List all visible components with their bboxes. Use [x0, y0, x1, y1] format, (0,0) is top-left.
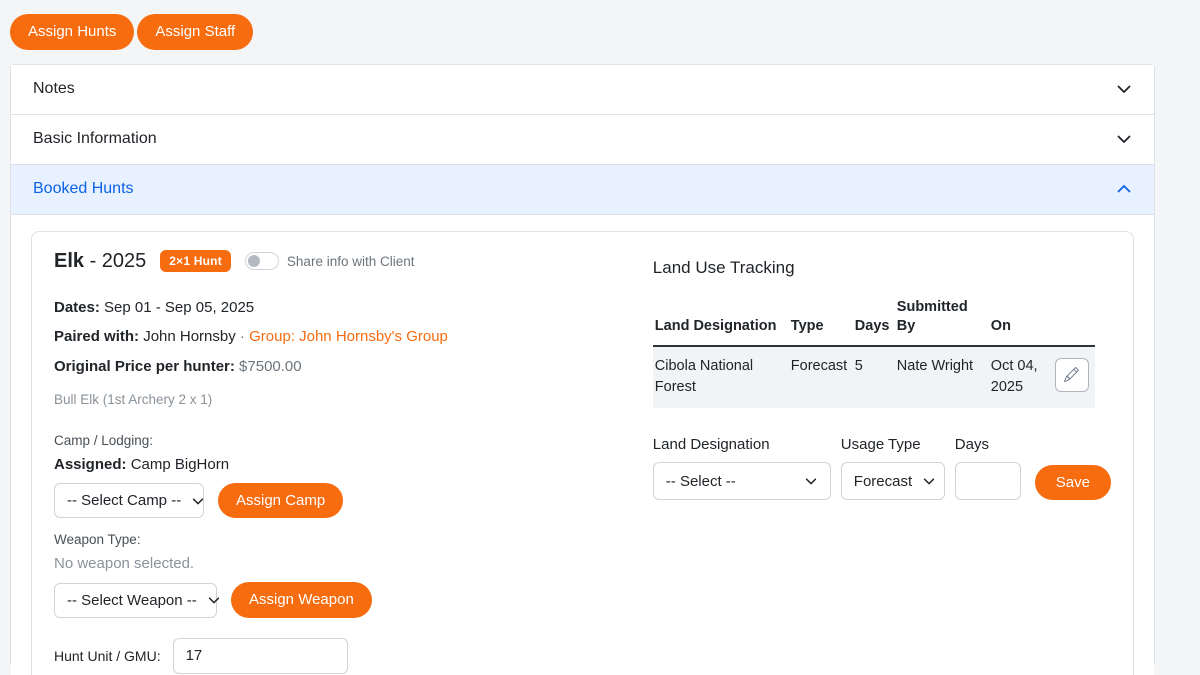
chevron-down-icon: [208, 597, 219, 604]
share-info-label: Share info with Client: [286, 253, 415, 269]
col-header-days: Days: [852, 293, 895, 347]
chevron-down-icon: [805, 478, 816, 485]
booked-hunts-panel: Elk - 2025 2×1 Hunt Share info with Clie…: [11, 214, 1154, 675]
dates-value: Sep 01 - Sep 05, 2025: [104, 298, 255, 316]
toggle-knob: [247, 255, 260, 267]
chevron-down-icon: [1116, 131, 1132, 147]
dates-line: Dates: Sep 01 - Sep 05, 2025: [54, 297, 619, 319]
edit-row-button[interactable]: [1054, 357, 1089, 392]
paired-line: Paired with: John Hornsby · Group: John …: [54, 326, 619, 348]
col-header-type: Type: [788, 293, 853, 347]
gmu-input[interactable]: [172, 637, 348, 674]
accordion-section-notes[interactable]: Notes: [11, 64, 1154, 115]
cell-type: Forecast: [788, 345, 853, 409]
days-input[interactable]: [954, 462, 1021, 501]
share-info-toggle[interactable]: [244, 252, 279, 270]
designation-select[interactable]: -- Select --: [652, 462, 831, 501]
paired-value: John Hornsby: [143, 328, 236, 346]
hunt-card: Elk - 2025 2×1 Hunt Share info with Clie…: [31, 230, 1134, 675]
camp-section-label: Camp / Lodging:: [54, 432, 154, 448]
hunt-type-badge: 2×1 Hunt: [160, 250, 231, 272]
hunt-year: - 2025: [84, 249, 147, 272]
weapon-select-value: -- Select Weapon --: [67, 591, 197, 609]
accordion-label-booked-hunts: Booked Hunts: [33, 180, 134, 197]
chevron-down-icon: [193, 497, 204, 504]
hunt-species: Elk: [54, 249, 85, 272]
chevron-up-icon: [1116, 181, 1132, 197]
hunt-details-column: Elk - 2025 2×1 Hunt Share info with Clie…: [54, 250, 619, 675]
assign-camp-button[interactable]: Assign Camp: [218, 482, 344, 519]
paired-label: Paired with:: [54, 328, 140, 346]
gmu-label: Hunt Unit / GMU:: [54, 647, 161, 664]
col-header-on: On: [988, 293, 1053, 347]
usage-type-select-value: Forecast: [853, 472, 913, 490]
land-use-table: Land Designation Type Days Submitted By …: [652, 293, 1095, 409]
cell-on: Oct 04, 2025: [988, 345, 1053, 409]
col-header-land-designation: Land Designation: [652, 293, 789, 347]
col-header-actions: [1052, 293, 1095, 347]
assign-hunts-button[interactable]: Assign Hunts: [10, 14, 135, 50]
price-value: $7500.00: [239, 358, 302, 375]
cell-land-designation: Cibola National Forest: [652, 345, 789, 409]
assign-weapon-button[interactable]: Assign Weapon: [231, 582, 372, 618]
camp-select[interactable]: -- Select Camp --: [54, 483, 204, 518]
chevron-down-icon: [1116, 81, 1132, 97]
days-label: Days: [954, 436, 989, 454]
page-actions: Assign Hunts Assign Staff: [0, 0, 1200, 50]
group-link[interactable]: Group: John Hornsby's Group: [249, 328, 448, 346]
chevron-down-icon: [923, 478, 935, 485]
accordion-label-basic-information: Basic Information: [33, 130, 157, 147]
package-description: Bull Elk (1st Archery 2 x 1): [54, 391, 213, 407]
usage-type-label: Usage Type: [840, 436, 921, 454]
usage-type-select[interactable]: Forecast: [840, 462, 945, 501]
cell-days: 5: [852, 345, 895, 409]
land-use-title: Land Use Tracking: [652, 257, 795, 277]
table-row: Cibola National Forest Forecast 5 Nate W…: [652, 345, 1095, 409]
pencil-icon: [1064, 367, 1080, 383]
price-line: Original Price per hunter: $7500.00: [54, 356, 619, 378]
accordion-section-basic-information[interactable]: Basic Information: [11, 114, 1154, 165]
designation-select-value: -- Select --: [665, 472, 736, 490]
hunt-title: Elk - 2025: [54, 250, 146, 273]
weapon-status: No weapon selected.: [54, 555, 195, 573]
save-button[interactable]: Save: [1034, 464, 1111, 501]
assign-staff-button[interactable]: Assign Staff: [137, 14, 254, 50]
designation-label: Land Designation: [652, 436, 770, 454]
weapon-select[interactable]: -- Select Weapon --: [54, 582, 219, 618]
land-use-form: Land Designation -- Select -- Usage Type…: [652, 436, 1111, 501]
accordion-section-booked-hunts[interactable]: Booked Hunts: [11, 164, 1154, 215]
camp-assigned-label: Assigned:: [54, 455, 127, 473]
camp-assigned-value: Camp BigHorn: [130, 455, 230, 473]
weapon-section-label: Weapon Type:: [54, 532, 141, 548]
accordion: Notes Basic Information Booked Hunts Elk…: [10, 63, 1155, 675]
camp-assigned-line: Assigned: Camp BigHorn: [54, 456, 619, 473]
price-label: Original Price per hunter:: [54, 358, 235, 375]
col-header-submitted-by: Submitted By: [894, 293, 989, 347]
accordion-label-notes: Notes: [33, 80, 75, 97]
dates-label: Dates:: [54, 298, 100, 316]
camp-select-value: -- Select Camp --: [67, 492, 182, 509]
cell-submitted-by: Nate Wright: [894, 345, 989, 409]
land-use-column: Land Use Tracking Land Designation Type …: [652, 250, 1111, 675]
dot-separator: ·: [239, 328, 245, 346]
